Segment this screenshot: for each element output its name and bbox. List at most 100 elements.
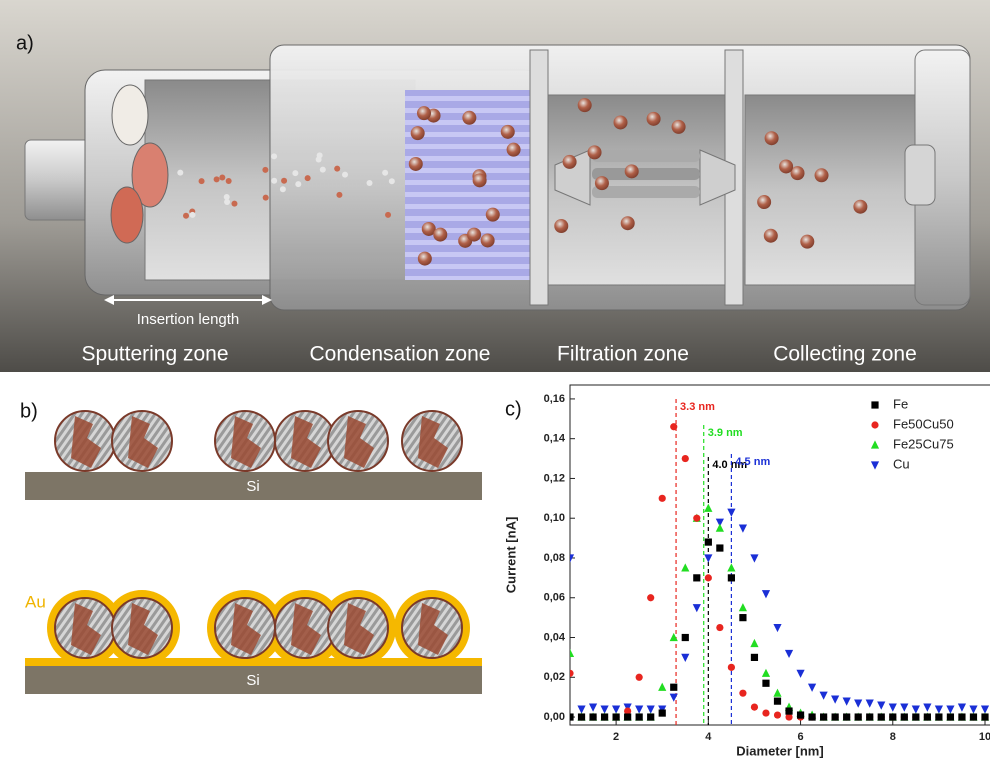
data-point xyxy=(636,674,643,681)
data-point xyxy=(670,684,677,691)
target xyxy=(111,187,143,243)
data-point xyxy=(785,707,792,714)
y-tick-label: 0,16 xyxy=(544,393,565,405)
annotation-label: 3.9 nm xyxy=(708,427,743,439)
particle xyxy=(462,111,476,125)
data-point xyxy=(739,690,746,697)
data-point xyxy=(601,713,608,720)
particle xyxy=(757,195,771,209)
x-tick-label: 10 xyxy=(979,731,990,743)
data-point xyxy=(693,515,700,522)
particle xyxy=(382,170,388,176)
data-point xyxy=(924,713,931,720)
data-point xyxy=(762,709,769,716)
data-point xyxy=(889,704,897,712)
x-tick-label: 6 xyxy=(797,731,803,743)
particle xyxy=(764,229,778,243)
legend-label: Fe25Cu75 xyxy=(893,436,954,451)
particle xyxy=(183,213,189,219)
data-point xyxy=(566,649,574,657)
data-point xyxy=(682,455,689,462)
data-point xyxy=(682,634,689,641)
particle xyxy=(588,145,602,159)
particle xyxy=(507,143,521,157)
data-point xyxy=(820,692,828,700)
particle xyxy=(614,115,628,129)
data-point xyxy=(808,713,815,720)
particle xyxy=(214,176,220,182)
data-point xyxy=(566,670,573,677)
particle xyxy=(271,178,277,184)
data-point xyxy=(705,538,712,545)
particle xyxy=(305,175,311,181)
y-tick-label: 0,14 xyxy=(544,433,566,445)
data-point xyxy=(958,713,965,720)
particle xyxy=(501,125,515,139)
particle xyxy=(316,157,322,163)
y-tick-label: 0,12 xyxy=(544,472,565,484)
x-axis-title: Diameter [nm] xyxy=(736,743,823,758)
particle xyxy=(853,200,867,214)
data-point xyxy=(704,554,712,562)
legend-marker xyxy=(871,421,878,428)
data-point xyxy=(636,713,643,720)
data-point xyxy=(716,524,724,532)
particle xyxy=(417,106,431,120)
particle xyxy=(177,170,183,176)
panel-b: b) Si Au Si xyxy=(20,400,482,694)
data-point xyxy=(751,704,758,711)
data-point xyxy=(681,563,689,571)
data-point xyxy=(739,525,747,533)
data-point xyxy=(854,700,862,708)
holder xyxy=(905,145,935,205)
data-point xyxy=(670,423,677,430)
particle xyxy=(563,155,577,169)
legend-marker xyxy=(871,461,879,469)
y-tick-label: 0,06 xyxy=(544,592,565,604)
particle xyxy=(647,112,661,126)
particle xyxy=(486,208,500,222)
particle xyxy=(765,131,779,145)
data-point xyxy=(923,704,931,712)
data-point xyxy=(947,713,954,720)
data-point xyxy=(589,713,596,720)
figure: Insertion length a) Sputtering zone Cond… xyxy=(0,0,990,760)
particle xyxy=(262,167,268,173)
data-point xyxy=(659,495,666,502)
panel-a: Insertion length a) Sputtering zone Cond… xyxy=(0,0,990,372)
insertion-label: Insertion length xyxy=(137,311,240,328)
y-tick-label: 0,02 xyxy=(544,671,565,683)
data-point xyxy=(900,704,908,712)
data-point xyxy=(578,713,585,720)
particle xyxy=(190,212,196,218)
data-point xyxy=(704,504,712,512)
particle xyxy=(554,219,568,233)
x-tick-label: 2 xyxy=(613,731,619,743)
particle xyxy=(320,167,326,173)
chart: c) Diameter [nm] Current [nA] 0,000,020,… xyxy=(503,385,990,758)
particle xyxy=(226,178,232,184)
data-point xyxy=(716,544,723,551)
panel-label: a) xyxy=(16,32,34,54)
x-tick-label: 4 xyxy=(705,731,712,743)
data-point xyxy=(820,713,827,720)
data-point xyxy=(728,574,735,581)
particle xyxy=(779,159,793,173)
data-point xyxy=(647,594,654,601)
data-point xyxy=(912,713,919,720)
data-point xyxy=(843,698,851,706)
particle xyxy=(433,228,447,242)
data-point xyxy=(659,709,666,716)
data-point xyxy=(762,680,769,687)
data-point xyxy=(970,713,977,720)
particle xyxy=(621,216,635,230)
data-point xyxy=(797,711,804,718)
data-point xyxy=(958,704,966,712)
zone-label: Condensation zone xyxy=(310,343,491,366)
particle xyxy=(281,178,287,184)
data-point xyxy=(773,689,781,697)
separator xyxy=(530,50,548,305)
particle xyxy=(367,180,373,186)
data-point xyxy=(624,713,631,720)
particle xyxy=(295,181,301,187)
